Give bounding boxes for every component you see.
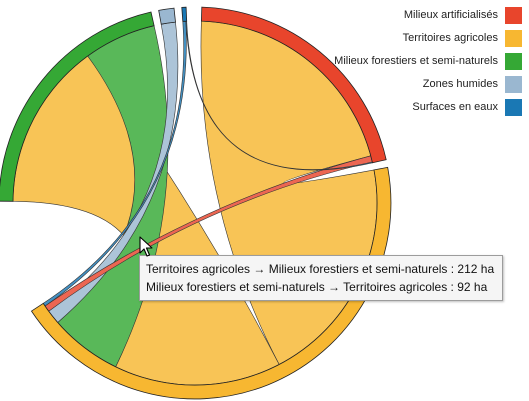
tooltip-line: Milieux forestiers et semi-naturels → Te…	[146, 280, 488, 294]
group-arcs	[0, 6, 392, 400]
tooltip-line: Territoires agricoles → Milieux forestie…	[146, 262, 495, 276]
legend-label: Surfaces en eaux	[412, 101, 498, 113]
chord-tooltip: Territoires agricoles → Milieux forestie…	[139, 255, 504, 301]
legend-swatch	[505, 52, 522, 70]
legend-label: Milieux forestiers et semi-naturels	[334, 55, 498, 67]
legend-label: Territoires agricoles	[402, 32, 498, 44]
legend-label: Milieux artificialisés	[403, 9, 498, 21]
legend-item-forestiers[interactable]: Milieux forestiers et semi-naturels	[292, 50, 522, 72]
legend-item-surfaces-eaux[interactable]: Surfaces en eaux	[292, 96, 522, 118]
legend-item-agricoles[interactable]: Territoires agricoles	[292, 27, 522, 49]
legend: Milieux artificialisés Territoires agric…	[292, 4, 522, 119]
legend-item-zones-humides[interactable]: Zones humides	[292, 73, 522, 95]
group-arc[interactable]	[158, 7, 176, 25]
legend-swatch	[505, 75, 522, 93]
legend-swatch	[505, 6, 522, 24]
group-arc[interactable]	[0, 11, 155, 202]
group-arc[interactable]	[181, 6, 188, 22]
legend-label: Zones humides	[422, 78, 498, 90]
group-arc[interactable]	[30, 166, 392, 400]
group-arc[interactable]	[200, 6, 387, 164]
legend-swatch	[505, 98, 522, 116]
legend-swatch	[505, 29, 522, 47]
legend-item-artificialises[interactable]: Milieux artificialisés	[292, 4, 522, 26]
mouse-pointer-icon	[139, 236, 153, 257]
